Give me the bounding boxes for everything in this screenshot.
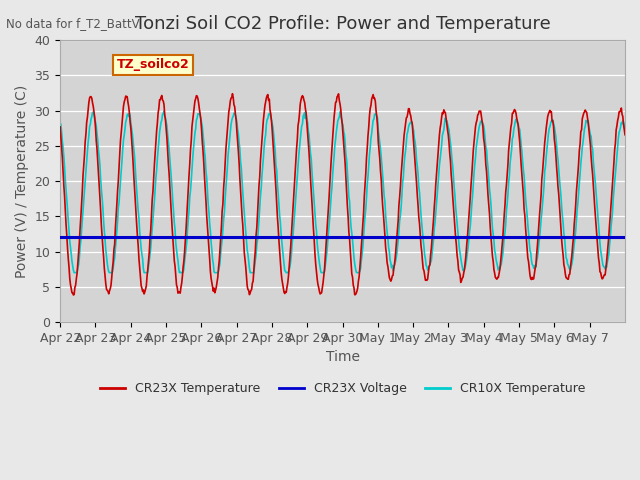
Legend: CR23X Temperature, CR23X Voltage, CR10X Temperature: CR23X Temperature, CR23X Voltage, CR10X … [95,377,591,400]
Title: Tonzi Soil CO2 Profile: Power and Temperature: Tonzi Soil CO2 Profile: Power and Temper… [134,15,550,33]
X-axis label: Time: Time [326,350,360,364]
Text: TZ_soilco2: TZ_soilco2 [116,58,189,72]
Text: No data for f_T2_BattV: No data for f_T2_BattV [6,17,140,30]
Y-axis label: Power (V) / Temperature (C): Power (V) / Temperature (C) [15,84,29,277]
